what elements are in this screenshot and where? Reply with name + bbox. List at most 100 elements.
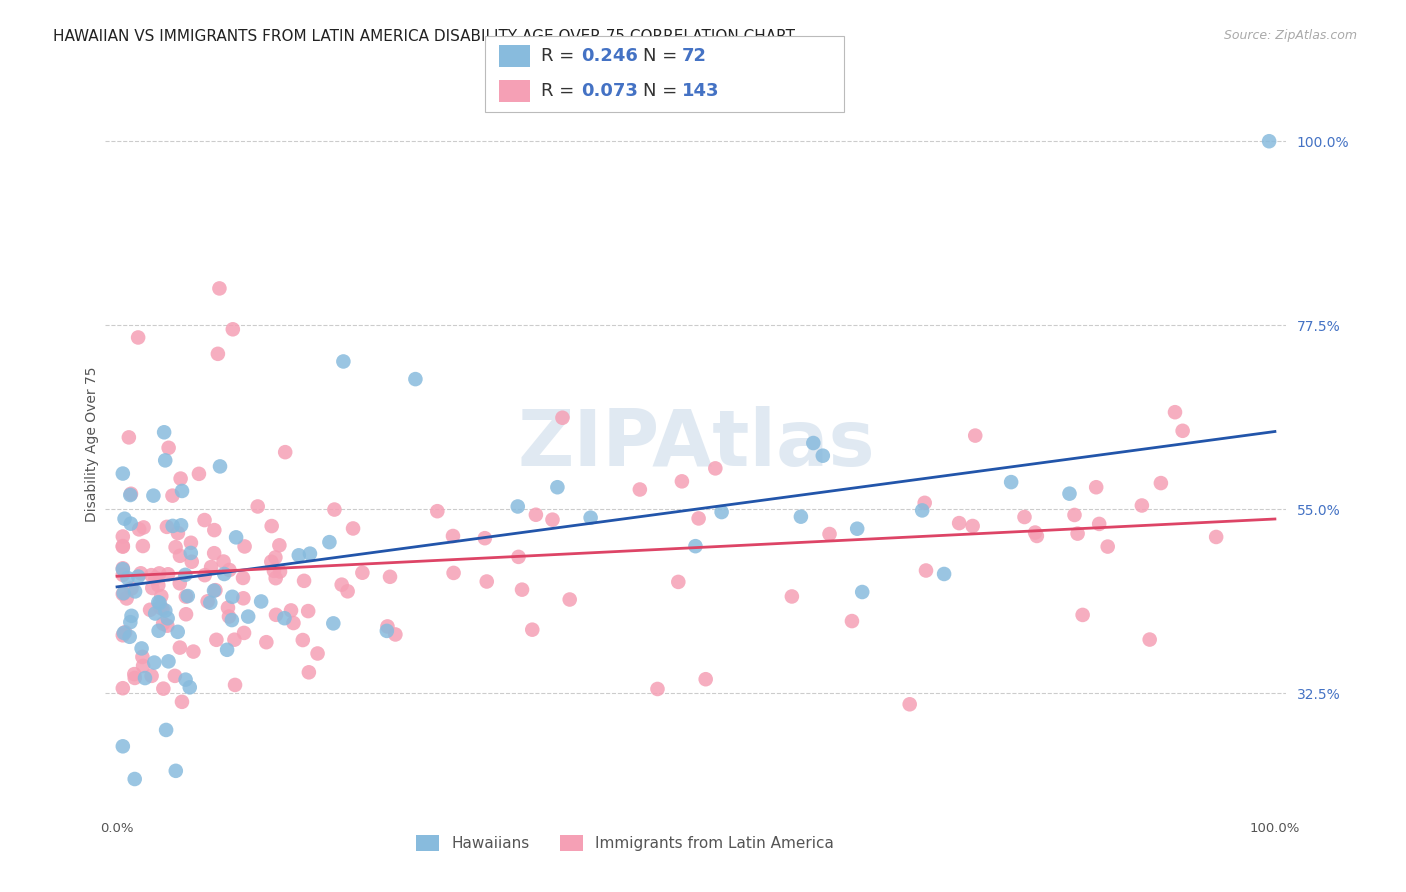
Point: [666, 574, 689, 589]
Point: [579, 510, 602, 524]
Point: [269, 565, 291, 579]
Point: [811, 449, 834, 463]
Point: [217, 600, 239, 615]
Point: [124, 584, 146, 599]
Point: [510, 582, 533, 597]
Point: [139, 603, 162, 617]
Point: [132, 520, 155, 534]
Point: [541, 513, 564, 527]
Point: [124, 667, 146, 681]
Point: [208, 281, 231, 295]
Point: [911, 503, 934, 517]
Point: [524, 508, 547, 522]
Point: [157, 654, 180, 668]
Point: [202, 523, 225, 537]
Point: [1088, 516, 1111, 531]
Point: [238, 609, 260, 624]
Text: 72: 72: [682, 47, 707, 65]
Point: [180, 555, 202, 569]
Point: [298, 665, 321, 680]
Point: [915, 564, 938, 578]
Point: [200, 560, 222, 574]
Point: [1071, 607, 1094, 622]
Point: [129, 566, 152, 581]
Point: [156, 618, 179, 632]
Point: [148, 578, 170, 592]
Point: [194, 568, 217, 582]
Point: [474, 531, 496, 545]
Point: [225, 530, 247, 544]
Point: [790, 509, 813, 524]
Point: [841, 614, 863, 628]
Point: [522, 623, 544, 637]
Point: [205, 632, 228, 647]
Point: [128, 522, 150, 536]
Point: [124, 671, 146, 685]
Point: [169, 576, 191, 591]
Point: [506, 500, 529, 514]
Point: [111, 540, 134, 554]
Point: [143, 656, 166, 670]
Point: [260, 519, 283, 533]
Text: HAWAIIAN VS IMMIGRANTS FROM LATIN AMERICA DISABILITY AGE OVER 75 CORRELATION CHA: HAWAIIAN VS IMMIGRANTS FROM LATIN AMERIC…: [53, 29, 796, 44]
Text: 0.073: 0.073: [581, 82, 637, 100]
Point: [207, 347, 229, 361]
Point: [121, 608, 143, 623]
Point: [118, 630, 141, 644]
Point: [298, 547, 321, 561]
Point: [165, 540, 187, 554]
Point: [377, 619, 399, 633]
Point: [558, 592, 581, 607]
Point: [157, 441, 180, 455]
Point: [174, 590, 197, 604]
Point: [1085, 480, 1108, 494]
Point: [426, 504, 449, 518]
Point: [141, 581, 163, 595]
Point: [152, 681, 174, 696]
Point: [217, 642, 239, 657]
Point: [155, 453, 177, 467]
Point: [280, 603, 302, 617]
Point: [898, 698, 921, 712]
Point: [132, 658, 155, 673]
Point: [111, 739, 134, 754]
Point: [260, 555, 283, 569]
Point: [152, 602, 174, 616]
Point: [1014, 510, 1036, 524]
Point: [307, 647, 329, 661]
Point: [323, 502, 346, 516]
Point: [274, 445, 297, 459]
Point: [134, 671, 156, 685]
Point: [233, 540, 256, 554]
Point: [193, 513, 215, 527]
Point: [204, 583, 226, 598]
Point: [120, 488, 142, 502]
Point: [336, 584, 359, 599]
Point: [170, 483, 193, 498]
Point: [1171, 424, 1194, 438]
Point: [155, 723, 177, 737]
Point: [149, 600, 172, 615]
Point: [291, 633, 314, 648]
Text: R =: R =: [541, 82, 581, 100]
Point: [1097, 540, 1119, 554]
Point: [167, 526, 190, 541]
Text: R =: R =: [541, 47, 581, 65]
Point: [141, 669, 163, 683]
Point: [264, 571, 287, 585]
Point: [273, 611, 295, 625]
Point: [932, 566, 955, 581]
Point: [132, 539, 155, 553]
Point: [1258, 134, 1281, 148]
Point: [801, 436, 824, 450]
Point: [166, 624, 188, 639]
Point: [142, 489, 165, 503]
Point: [246, 500, 269, 514]
Point: [254, 635, 277, 649]
Point: [118, 430, 141, 444]
Point: [250, 594, 273, 608]
Point: [551, 410, 574, 425]
Point: [546, 480, 568, 494]
Point: [148, 624, 170, 638]
Point: [174, 567, 197, 582]
